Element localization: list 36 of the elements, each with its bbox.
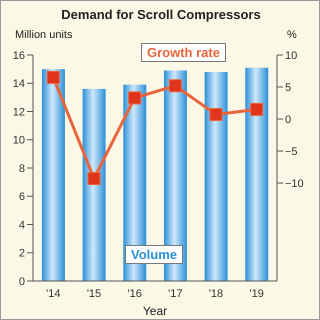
- y-tick-label: 2: [18, 248, 25, 260]
- bar: [245, 68, 268, 281]
- point: [46, 70, 60, 84]
- point: [210, 108, 222, 122]
- x-tick-label: '14: [46, 288, 61, 300]
- y-tick-label: 4: [18, 219, 25, 232]
- y-tick-label: 0: [18, 276, 25, 288]
- y2-tick-label: −5: [285, 146, 298, 158]
- point: [250, 102, 264, 116]
- y2-tick-label: 5: [285, 82, 292, 94]
- y-tick-label: 6: [18, 191, 25, 204]
- point: [128, 91, 142, 104]
- bar: [204, 72, 228, 281]
- x-tick-label: '18: [208, 288, 224, 300]
- y-tick-label: 10: [12, 134, 25, 147]
- y2-tick-label: −10: [285, 178, 304, 190]
- y2-tick-label: 10: [285, 50, 298, 62]
- point: [88, 172, 100, 186]
- y-tick-label: 8: [18, 162, 25, 175]
- y2-tick-label: 0: [285, 114, 292, 126]
- y-tick-label: 12: [12, 106, 25, 118]
- text: Growth rate: [141, 43, 226, 62]
- point: [168, 79, 182, 92]
- x-tick-label: '16: [127, 288, 142, 300]
- series-label: Volume: [125, 245, 183, 264]
- x-tick-label: '17: [168, 288, 183, 300]
- x-tick-label: '19: [249, 288, 264, 300]
- bar: [82, 88, 106, 281]
- x-tick-label: '15: [86, 288, 102, 300]
- y-tick-label: 14: [12, 78, 25, 90]
- y-tick-label: 16: [12, 50, 25, 62]
- bar: [42, 69, 65, 281]
- x-axis-title: Year: [142, 304, 168, 318]
- y2-axis-title: %: [287, 29, 297, 41]
- y-axis-title: Million units: [15, 29, 72, 41]
- chart-title: Demand for Scroll Compressors: [60, 7, 262, 22]
